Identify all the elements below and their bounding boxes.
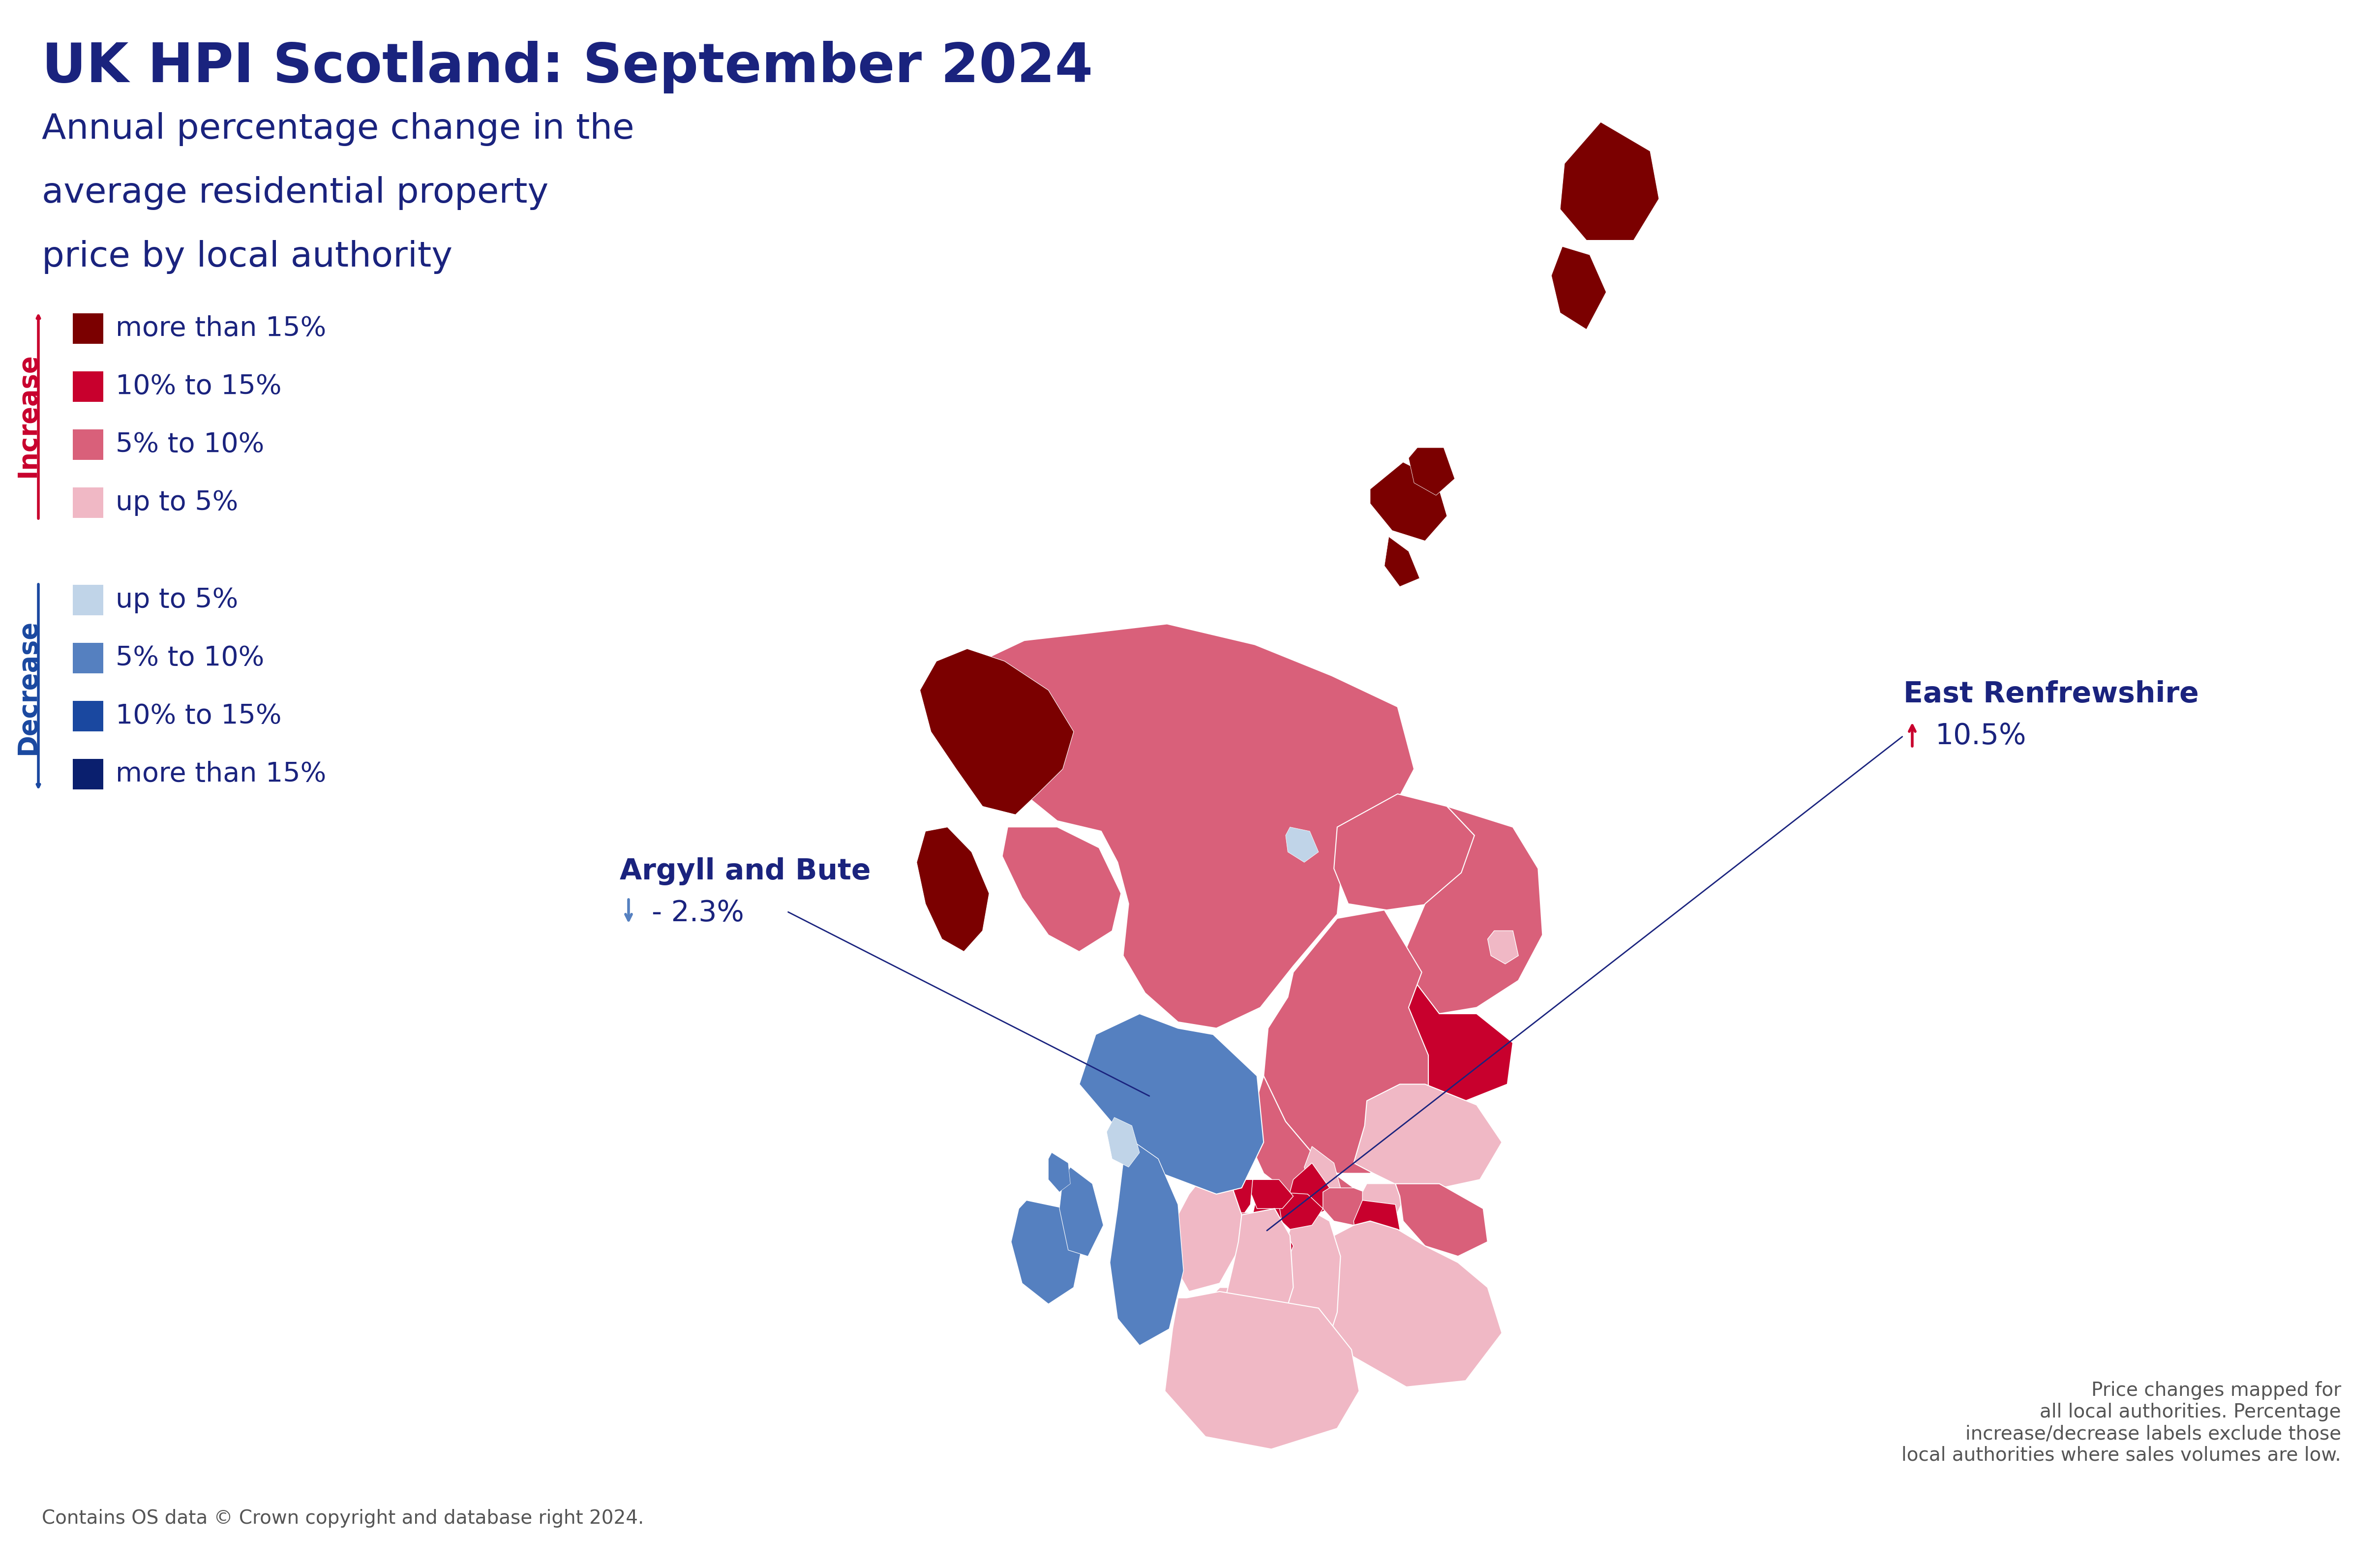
Polygon shape — [1172, 1173, 1241, 1292]
Text: Annual percentage change in the: Annual percentage change in the — [43, 113, 635, 146]
Polygon shape — [1398, 1080, 1424, 1101]
Text: Decrease: Decrease — [14, 619, 40, 754]
Bar — [74, 488, 102, 517]
Polygon shape — [1353, 1201, 1401, 1256]
Polygon shape — [916, 826, 989, 952]
Bar — [74, 701, 102, 731]
Bar — [74, 585, 102, 615]
Text: 10% to 15%: 10% to 15% — [117, 702, 281, 729]
Bar — [74, 372, 102, 401]
Polygon shape — [1225, 1179, 1253, 1217]
Polygon shape — [1111, 1138, 1184, 1345]
Text: average residential property: average residential property — [43, 176, 549, 210]
Polygon shape — [1363, 1184, 1403, 1221]
Polygon shape — [1384, 536, 1420, 586]
Polygon shape — [1061, 1167, 1103, 1256]
Polygon shape — [1199, 1192, 1232, 1225]
Polygon shape — [1080, 1013, 1263, 1195]
Polygon shape — [1353, 1083, 1503, 1189]
Bar — [74, 759, 102, 789]
Text: up to 5%: up to 5% — [117, 586, 238, 613]
Polygon shape — [1244, 1209, 1341, 1381]
Polygon shape — [1370, 463, 1446, 541]
Text: 10% to 15%: 10% to 15% — [117, 373, 281, 400]
Polygon shape — [1241, 1212, 1294, 1270]
Bar — [74, 314, 102, 343]
Text: East Renfrewshire: East Renfrewshire — [1902, 681, 2200, 709]
Polygon shape — [1322, 1189, 1370, 1225]
Polygon shape — [1275, 1192, 1322, 1229]
Polygon shape — [1179, 1287, 1260, 1422]
Text: 5% to 10%: 5% to 10% — [117, 431, 264, 458]
Polygon shape — [1408, 447, 1455, 495]
Text: Increase: Increase — [14, 353, 40, 478]
Text: price by local authority: price by local authority — [43, 240, 452, 274]
Text: Argyll and Bute: Argyll and Bute — [621, 858, 870, 886]
Text: more than 15%: more than 15% — [117, 760, 326, 787]
Bar — [74, 430, 102, 459]
Polygon shape — [1303, 1146, 1341, 1196]
Polygon shape — [1218, 1212, 1258, 1256]
Polygon shape — [1253, 1204, 1282, 1234]
Polygon shape — [1049, 1152, 1070, 1192]
Polygon shape — [1289, 1163, 1329, 1215]
Polygon shape — [1120, 1242, 1177, 1328]
Polygon shape — [1403, 966, 1512, 1101]
Text: Price changes mapped for
all local authorities. Percentage
increase/decrease lab: Price changes mapped for all local autho… — [1902, 1381, 2340, 1465]
Text: UK HPI Scotland: September 2024: UK HPI Scotland: September 2024 — [43, 41, 1094, 94]
Text: 5% to 10%: 5% to 10% — [117, 644, 264, 671]
Text: 10.5%: 10.5% — [1936, 721, 2026, 750]
Polygon shape — [970, 624, 1415, 1029]
Text: up to 5%: up to 5% — [117, 489, 238, 516]
Polygon shape — [1286, 826, 1317, 862]
Polygon shape — [1248, 1076, 1353, 1209]
Polygon shape — [1334, 793, 1474, 909]
Polygon shape — [1320, 1221, 1503, 1388]
Bar — [74, 643, 102, 673]
Polygon shape — [1106, 1118, 1139, 1167]
Polygon shape — [1560, 122, 1660, 240]
Polygon shape — [1165, 1292, 1360, 1449]
Polygon shape — [920, 649, 1075, 815]
Polygon shape — [1251, 1179, 1294, 1209]
Text: more than 15%: more than 15% — [117, 315, 326, 342]
Polygon shape — [1011, 1201, 1082, 1305]
Text: Contains OS data © Crown copyright and database right 2024.: Contains OS data © Crown copyright and d… — [43, 1508, 644, 1527]
Polygon shape — [1489, 931, 1520, 964]
Polygon shape — [1550, 246, 1605, 329]
Polygon shape — [1403, 806, 1543, 1013]
Polygon shape — [1220, 1209, 1294, 1388]
Text: - 2.3%: - 2.3% — [652, 898, 744, 927]
Polygon shape — [1001, 826, 1120, 952]
Polygon shape — [1263, 909, 1429, 1173]
Polygon shape — [1396, 1184, 1489, 1256]
